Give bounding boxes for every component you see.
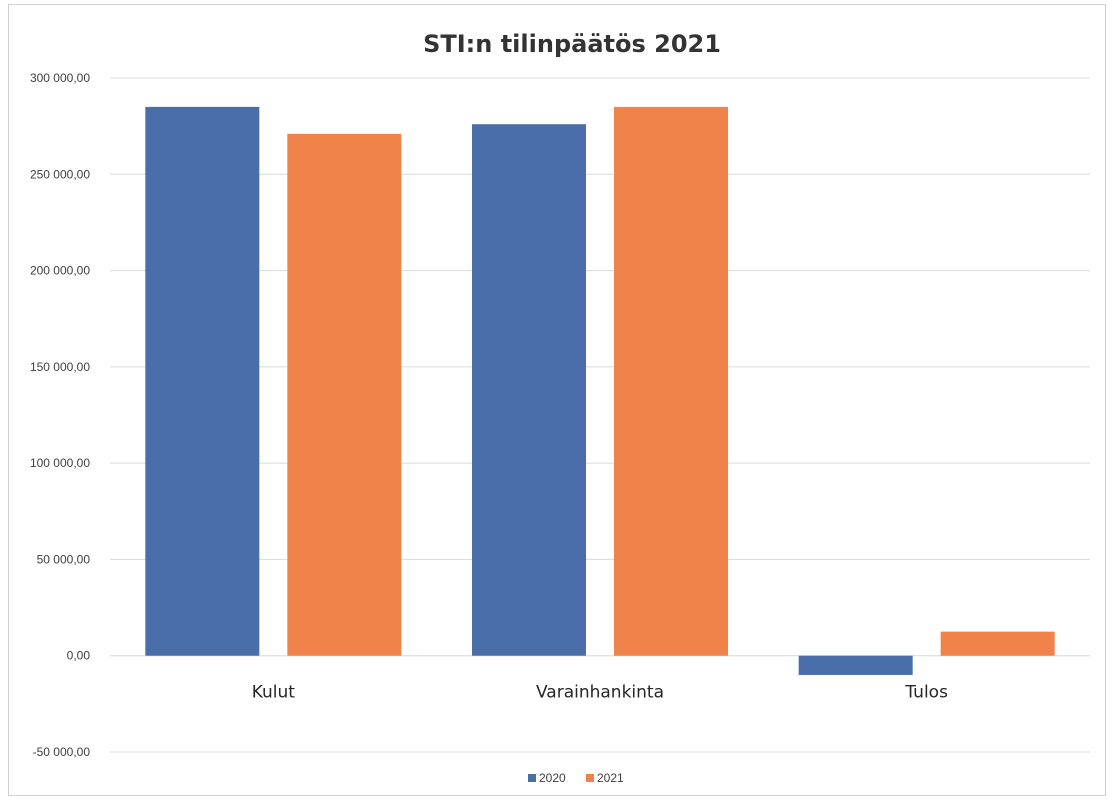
legend: 2020 2021	[528, 771, 624, 785]
bar-2020-varainhankinta	[472, 124, 586, 656]
bar-2021-varainhankinta	[614, 106, 728, 656]
legend-label: 2020	[539, 771, 566, 785]
legend-swatch	[586, 774, 594, 782]
y-tick-label: 300 000,00	[30, 71, 90, 85]
y-tick-label: -50 000,00	[33, 745, 91, 759]
y-tick-label: 100 000,00	[30, 456, 90, 470]
y-tick-label: 0,00	[67, 649, 91, 663]
bar-2021-tulos	[940, 631, 1055, 656]
y-tick-label: 200 000,00	[30, 264, 90, 278]
gridlines	[110, 77, 1090, 753]
y-tick-label: 50 000,00	[37, 552, 91, 566]
category-label: Varainhankinta	[536, 683, 664, 703]
bar-2020-kulut	[145, 106, 260, 656]
legend-label: 2021	[597, 771, 624, 785]
legend-swatch	[528, 774, 536, 782]
y-axis-tick-labels: -50 000,00 0,00 50 000,00 100 000,00 150 000…	[30, 71, 90, 759]
y-tick-label: 250 000,00	[30, 167, 90, 181]
category-label: Tulos	[904, 683, 948, 703]
chart-title: STI:n tilinpäätös 2021	[423, 30, 721, 58]
bars	[145, 106, 1055, 675]
category-labels: Kulut Varainhankinta Tulos	[252, 683, 948, 703]
category-label: Kulut	[252, 683, 296, 703]
bar-2021-kulut	[287, 133, 402, 656]
y-tick-label: 150 000,00	[30, 360, 90, 374]
bar-2020-tulos	[798, 655, 913, 675]
